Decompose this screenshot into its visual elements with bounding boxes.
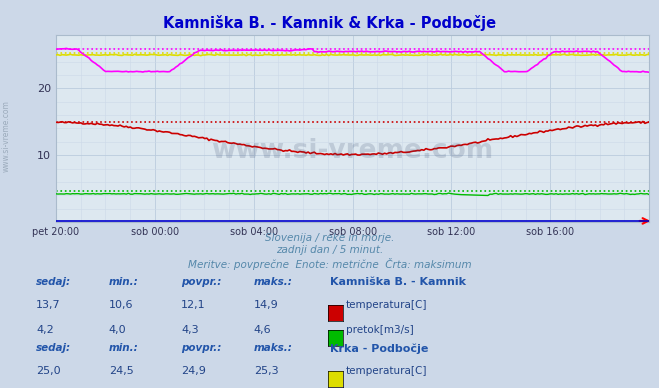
Text: 24,5: 24,5 — [109, 366, 134, 376]
Text: 13,7: 13,7 — [36, 300, 61, 310]
Text: sedaj:: sedaj: — [36, 277, 71, 288]
Text: 25,0: 25,0 — [36, 366, 61, 376]
Text: min.:: min.: — [109, 343, 138, 353]
Text: www.si-vreme.com: www.si-vreme.com — [2, 100, 11, 172]
Text: povpr.:: povpr.: — [181, 277, 221, 288]
Text: sedaj:: sedaj: — [36, 343, 71, 353]
Text: Kamniška B. - Kamnik & Krka - Podbočje: Kamniška B. - Kamnik & Krka - Podbočje — [163, 15, 496, 31]
Text: 4,0: 4,0 — [109, 325, 127, 335]
Text: 14,9: 14,9 — [254, 300, 279, 310]
Text: 4,3: 4,3 — [181, 325, 199, 335]
Text: zadnji dan / 5 minut.: zadnji dan / 5 minut. — [276, 245, 383, 255]
Text: 4,6: 4,6 — [254, 325, 272, 335]
Text: temperatura[C]: temperatura[C] — [346, 366, 428, 376]
Text: pretok[m3/s]: pretok[m3/s] — [346, 325, 414, 335]
Text: povpr.:: povpr.: — [181, 343, 221, 353]
Text: 25,3: 25,3 — [254, 366, 278, 376]
Text: www.si-vreme.com: www.si-vreme.com — [212, 138, 494, 164]
Text: temperatura[C]: temperatura[C] — [346, 300, 428, 310]
Text: 24,9: 24,9 — [181, 366, 206, 376]
Text: Kamniška B. - Kamnik: Kamniška B. - Kamnik — [330, 277, 465, 288]
Text: 10,6: 10,6 — [109, 300, 133, 310]
Text: Meritve: povprečne  Enote: metrične  Črta: maksimum: Meritve: povprečne Enote: metrične Črta:… — [188, 258, 471, 270]
Text: 12,1: 12,1 — [181, 300, 206, 310]
Text: Krka - Podbоčje: Krka - Podbоčje — [330, 343, 428, 354]
Text: maks.:: maks.: — [254, 277, 293, 288]
Text: Slovenija / reke in morje.: Slovenija / reke in morje. — [265, 233, 394, 243]
Text: maks.:: maks.: — [254, 343, 293, 353]
Text: 4,2: 4,2 — [36, 325, 54, 335]
Text: min.:: min.: — [109, 277, 138, 288]
